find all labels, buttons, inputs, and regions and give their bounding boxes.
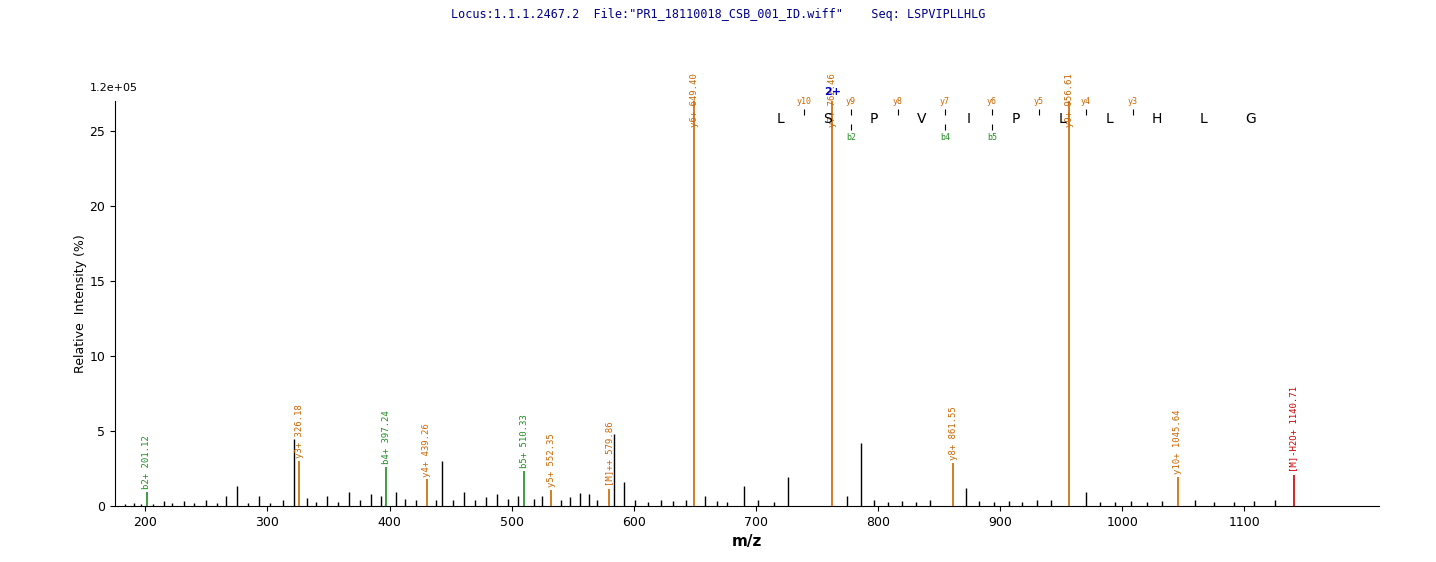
Text: I: I bbox=[966, 112, 971, 126]
Text: b4: b4 bbox=[939, 133, 949, 142]
Text: 2+: 2+ bbox=[824, 87, 840, 97]
Text: y5: y5 bbox=[1034, 97, 1044, 106]
Text: 1.2e+05: 1.2e+05 bbox=[89, 83, 138, 93]
Text: b5+ 510.33: b5+ 510.33 bbox=[520, 415, 528, 468]
Text: V: V bbox=[916, 112, 926, 126]
Text: P: P bbox=[1011, 112, 1020, 126]
Text: P: P bbox=[870, 112, 879, 126]
Text: y10: y10 bbox=[797, 97, 811, 106]
Text: y8+ 861.55: y8+ 861.55 bbox=[949, 406, 958, 460]
Text: b4+ 397.24: b4+ 397.24 bbox=[382, 411, 391, 464]
Text: y5+ 552.35: y5+ 552.35 bbox=[547, 434, 556, 487]
Text: y3: y3 bbox=[1127, 97, 1137, 106]
Text: H: H bbox=[1152, 112, 1162, 126]
Text: [M]++ 579.86: [M]++ 579.86 bbox=[605, 422, 613, 486]
Text: y7+ 762.46: y7+ 762.46 bbox=[827, 73, 837, 126]
Y-axis label: Relative  Intensity (%): Relative Intensity (%) bbox=[73, 234, 86, 373]
Text: L: L bbox=[777, 112, 784, 126]
Text: y9+ 956.61: y9+ 956.61 bbox=[1064, 73, 1074, 126]
Text: G: G bbox=[1245, 112, 1255, 126]
Text: b2: b2 bbox=[846, 133, 856, 142]
Text: y7: y7 bbox=[939, 97, 949, 106]
Text: L: L bbox=[1106, 112, 1113, 126]
Text: y4: y4 bbox=[1081, 97, 1091, 106]
Text: y8: y8 bbox=[893, 97, 903, 106]
X-axis label: m/z: m/z bbox=[731, 534, 763, 549]
Text: y10+ 1045.64: y10+ 1045.64 bbox=[1173, 409, 1182, 474]
Text: y6+ 649.40: y6+ 649.40 bbox=[689, 73, 698, 126]
Text: y4+ 439.26: y4+ 439.26 bbox=[422, 423, 431, 477]
Text: L: L bbox=[1058, 112, 1066, 126]
Text: [M]-H2O+ 1140.71: [M]-H2O+ 1140.71 bbox=[1290, 387, 1298, 473]
Text: y3+ 326.18: y3+ 326.18 bbox=[294, 405, 304, 458]
Text: b2+ 201.12: b2+ 201.12 bbox=[142, 435, 151, 488]
Text: y9: y9 bbox=[846, 97, 856, 106]
Text: Locus:1.1.1.2467.2  File:"PR1_18110018_CSB_001_ID.wiff"    Seq: LSPVIPLLHLG: Locus:1.1.1.2467.2 File:"PR1_18110018_CS… bbox=[451, 8, 985, 21]
Text: S: S bbox=[823, 112, 831, 126]
Text: y6: y6 bbox=[987, 97, 997, 106]
Text: b5: b5 bbox=[987, 133, 997, 142]
Text: L: L bbox=[1199, 112, 1208, 126]
